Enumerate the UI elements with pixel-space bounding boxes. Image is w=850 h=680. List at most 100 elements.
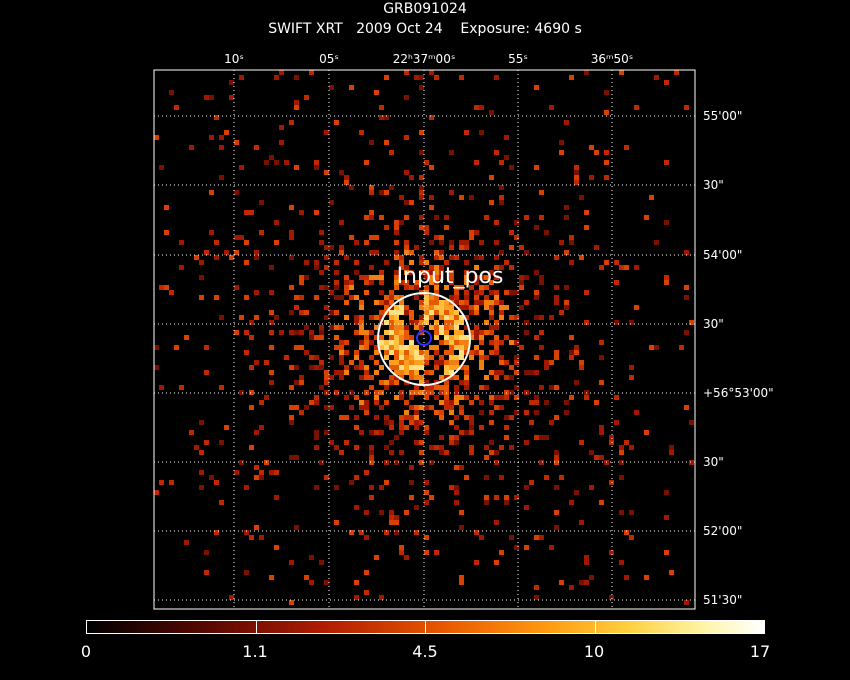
photon-pixel — [444, 380, 449, 385]
photon-pixel — [399, 340, 404, 345]
photon-pixel — [369, 485, 374, 490]
photon-pixel — [569, 260, 574, 265]
photon-pixel — [584, 395, 589, 400]
photon-pixel — [404, 250, 409, 255]
photon-pixel — [249, 535, 254, 540]
photon-pixel — [509, 340, 514, 345]
photon-pixel — [234, 470, 239, 475]
photon-pixel — [314, 400, 319, 405]
photon-pixel — [369, 215, 374, 220]
photon-pixel — [459, 430, 464, 435]
photon-pixel — [399, 390, 404, 395]
photon-pixel — [464, 240, 469, 245]
photon-pixel — [449, 295, 454, 300]
photon-pixel — [159, 285, 164, 290]
photon-pixel — [514, 495, 519, 500]
photon-pixel — [459, 340, 464, 345]
photon-pixel — [229, 255, 234, 260]
dec-label-8: 51'30" — [703, 593, 743, 607]
photon-pixel — [449, 315, 454, 320]
photon-pixel — [409, 250, 414, 255]
photon-pixel — [434, 215, 439, 220]
photon-pixel — [494, 220, 499, 225]
photon-pixel — [424, 360, 429, 365]
photon-pixel — [539, 315, 544, 320]
photon-pixel — [414, 345, 419, 350]
photon-pixel — [424, 160, 429, 165]
photon-pixel — [429, 240, 434, 245]
photon-pixel — [499, 200, 504, 205]
photon-pixel — [574, 180, 579, 185]
photon-pixel — [364, 345, 369, 350]
photon-pixel — [384, 420, 389, 425]
photon-pixel — [469, 420, 474, 425]
photon-pixel — [564, 410, 569, 415]
photon-pixel — [519, 280, 524, 285]
photon-pixel — [324, 285, 329, 290]
photon-pixel — [484, 455, 489, 460]
photon-pixel — [399, 425, 404, 430]
photon-pixel — [644, 215, 649, 220]
photon-pixel — [174, 105, 179, 110]
photon-pixel — [564, 215, 569, 220]
photon-pixel — [359, 320, 364, 325]
photon-pixel — [469, 350, 474, 355]
photon-pixel — [454, 395, 459, 400]
photon-pixel — [629, 535, 634, 540]
photon-pixel — [259, 475, 264, 480]
photon-pixel — [399, 325, 404, 330]
photon-pixel — [619, 445, 624, 450]
photon-pixel — [359, 365, 364, 370]
photon-pixel — [404, 425, 409, 430]
photon-pixel — [399, 430, 404, 435]
photon-pixel — [459, 395, 464, 400]
photon-pixel — [629, 510, 634, 515]
photon-pixel — [339, 220, 344, 225]
photon-pixel — [404, 245, 409, 250]
photon-pixel — [424, 395, 429, 400]
photon-pixel — [394, 380, 399, 385]
photon-pixel — [184, 335, 189, 340]
photon-pixel — [449, 440, 454, 445]
photon-pixel — [504, 155, 509, 160]
photon-pixel — [644, 430, 649, 435]
photon-pixel — [204, 440, 209, 445]
photon-pixel — [404, 95, 409, 100]
photon-pixel — [334, 335, 339, 340]
sky-image: Input_pos — [153, 69, 696, 610]
photon-pixel — [459, 345, 464, 350]
photon-pixel — [319, 270, 324, 275]
photon-pixel — [324, 580, 329, 585]
image-subtitle: SWIFT XRT 2009 Oct 24 Exposure: 4690 s — [268, 21, 582, 37]
photon-pixel — [374, 360, 379, 365]
photon-pixel — [314, 485, 319, 490]
photon-pixel — [354, 425, 359, 430]
photon-pixel — [344, 180, 349, 185]
photon-pixel — [394, 435, 399, 440]
photon-pixel — [494, 450, 499, 455]
photon-pixel — [324, 245, 329, 250]
photon-pixel — [399, 305, 404, 310]
photon-pixel — [334, 120, 339, 125]
photon-pixel — [454, 310, 459, 315]
photon-pixel — [399, 300, 404, 305]
photon-pixel — [329, 85, 334, 90]
photon-pixel — [484, 375, 489, 380]
photon-pixel — [299, 410, 304, 415]
photon-pixel — [434, 335, 439, 340]
photon-pixel — [494, 300, 499, 305]
photon-pixel — [444, 385, 449, 390]
photon-pixel — [489, 440, 494, 445]
photon-pixel — [489, 330, 494, 335]
photon-pixel — [474, 305, 479, 310]
photon-pixel — [499, 395, 504, 400]
photon-pixel — [409, 335, 414, 340]
photon-pixel — [534, 535, 539, 540]
photon-pixel — [374, 395, 379, 400]
photon-pixel — [379, 365, 384, 370]
photon-pixel — [449, 400, 454, 405]
ra-label-2: 05ˢ — [319, 52, 339, 66]
photon-pixel — [489, 290, 494, 295]
photon-pixel — [569, 585, 574, 590]
photon-pixel — [499, 475, 504, 480]
